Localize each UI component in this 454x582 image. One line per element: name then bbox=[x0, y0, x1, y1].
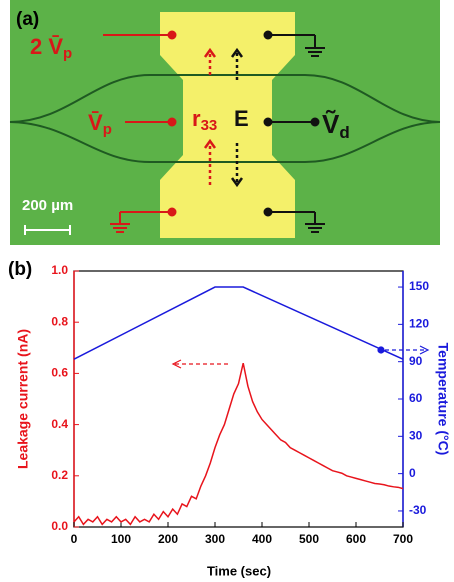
y-tick-label: 0.6 bbox=[51, 366, 68, 380]
x-tick-label: 200 bbox=[158, 532, 178, 546]
panel-b: (b) Time (sec) Leakage current (nA) Temp… bbox=[8, 259, 451, 578]
plot-frame bbox=[73, 270, 404, 528]
y-tick-label: 0.0 bbox=[51, 519, 68, 533]
y2-tick-label: 120 bbox=[409, 317, 429, 331]
panel-a: (a) 2 V̄p V̄p r33 E Ṽd 200 µm bbox=[9, 0, 441, 245]
x-tick-label: 0 bbox=[71, 532, 78, 546]
y-tick-label: 0.8 bbox=[51, 314, 68, 328]
x-tick-label: 500 bbox=[299, 532, 319, 546]
y-axis-label: Leakage current (nA) bbox=[15, 329, 31, 469]
electrode bbox=[160, 12, 295, 238]
scale-bar bbox=[24, 225, 71, 235]
scale-bar-label: 200 µm bbox=[22, 197, 73, 214]
series-line bbox=[73, 362, 404, 526]
black-wires bbox=[263, 30, 325, 233]
field-label: E bbox=[234, 106, 249, 131]
series-line bbox=[73, 286, 404, 360]
x-tick-label: 300 bbox=[205, 532, 225, 546]
voltage-label: 2 V̄p bbox=[30, 34, 72, 62]
y2-tick-label: -30 bbox=[409, 503, 427, 517]
panel-label: (b) bbox=[8, 259, 32, 280]
annotation-arrows bbox=[171, 345, 430, 369]
x-axis-label: Time (sec) bbox=[207, 563, 271, 578]
y2-axis-label: Temperature (°C) bbox=[435, 343, 451, 456]
y2-tick-label: 90 bbox=[409, 354, 423, 368]
panel-label: (a) bbox=[16, 9, 39, 30]
drive-label: Ṽd bbox=[322, 109, 350, 143]
voltage-label: V̄p bbox=[88, 110, 112, 138]
y-tick-label: 1.0 bbox=[51, 263, 68, 277]
y2-tick-label: 0 bbox=[409, 466, 416, 480]
x-tick-label: 700 bbox=[393, 532, 413, 546]
x-tick-label: 100 bbox=[111, 532, 131, 546]
x-tick-label: 600 bbox=[346, 532, 366, 546]
x-tick-label: 400 bbox=[252, 532, 272, 546]
y-tick-label: 0.4 bbox=[51, 417, 68, 431]
waveguide bbox=[9, 74, 441, 163]
y2-tick-label: 60 bbox=[409, 391, 423, 405]
y2-tick-label: 150 bbox=[409, 279, 429, 293]
y-tick-label: 0.2 bbox=[51, 468, 68, 482]
coefficient-label: r33 bbox=[192, 106, 217, 134]
field-arrows bbox=[203, 47, 244, 188]
y2-tick-label: 30 bbox=[409, 428, 423, 442]
red-wires bbox=[103, 30, 177, 233]
